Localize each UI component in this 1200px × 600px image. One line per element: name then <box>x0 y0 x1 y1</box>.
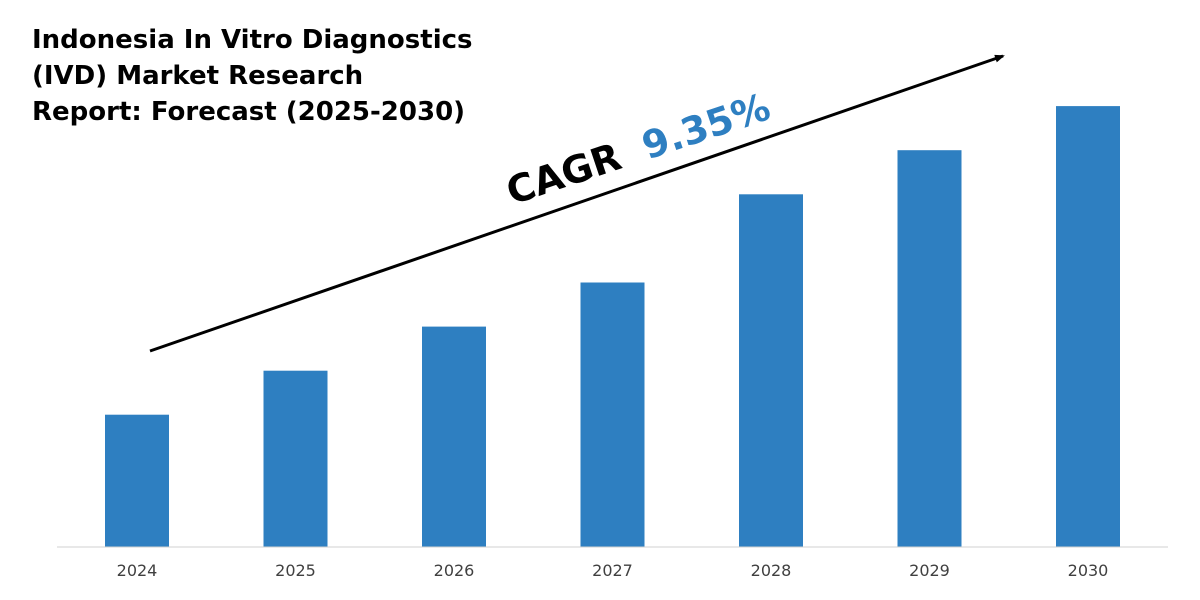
chart-title-line-3: Report: Forecast (2025-2030) <box>32 97 466 127</box>
x-tick-label: 2030 <box>1068 561 1109 580</box>
x-tick-label: 2029 <box>909 561 950 580</box>
bar-2029 <box>897 150 962 547</box>
bar-2026 <box>422 326 486 547</box>
cagr-value: 9.35% <box>636 85 775 169</box>
bar-2024 <box>105 414 169 547</box>
x-tick-labels: 2024 2025 2026 2027 2028 2029 2030 <box>117 561 1109 580</box>
chart-title: Indonesia In Vitro Diagnostics (IVD) Mar… <box>32 22 502 130</box>
cagr-label: CAGR <box>501 134 627 213</box>
chart-title-line-1: Indonesia In Vitro Diagnostics <box>32 25 473 55</box>
x-tick-label: 2028 <box>751 561 792 580</box>
bars-layer <box>105 106 1120 548</box>
bar-2025 <box>263 370 328 547</box>
x-tick-label: 2026 <box>434 561 475 580</box>
bar-2027 <box>580 282 645 547</box>
x-tick-label: 2025 <box>275 561 316 580</box>
bar-2028 <box>739 194 803 548</box>
chart-title-line-2: (IVD) Market Research <box>32 61 364 91</box>
bar-2030 <box>1056 106 1120 547</box>
growth-trend-arrow <box>149 54 1005 353</box>
x-tick-label: 2024 <box>117 561 158 580</box>
x-tick-label: 2027 <box>592 561 633 580</box>
